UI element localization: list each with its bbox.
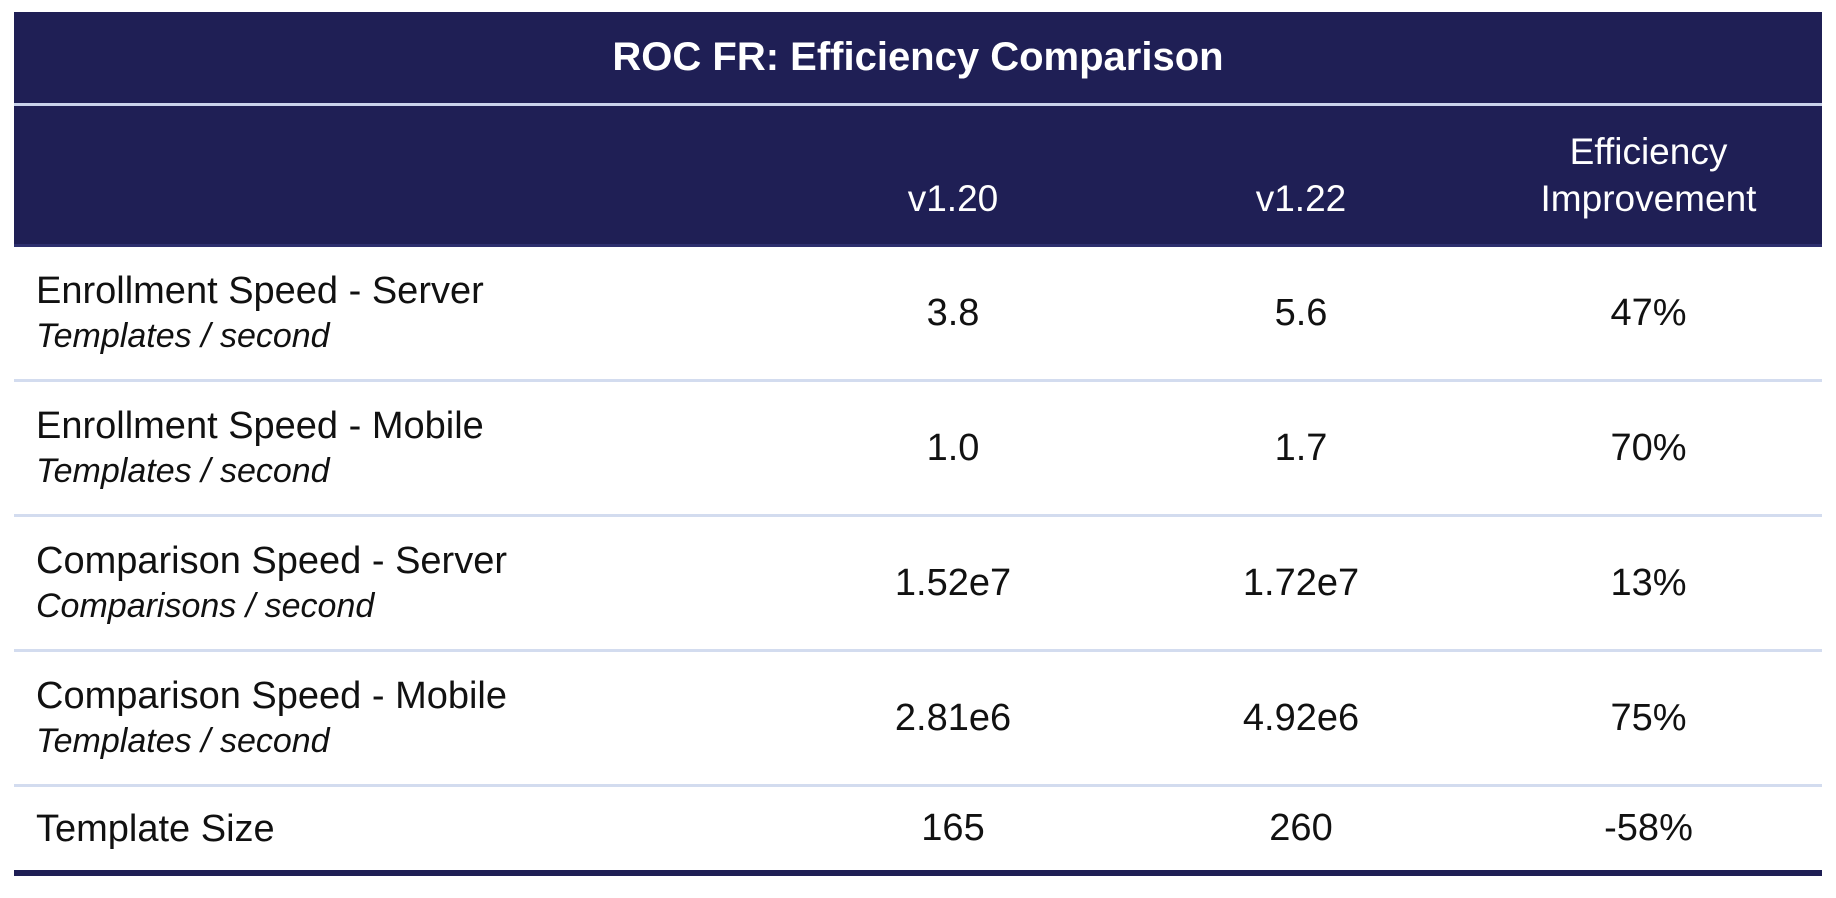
cell-v122: 1.7 bbox=[1274, 426, 1328, 469]
table-header-row: v1.20 v1.22 Efficiency Improvement bbox=[14, 106, 1822, 247]
table-row: Comparison Speed - Mobile Templates / se… bbox=[14, 652, 1822, 787]
row-label: Template Size bbox=[36, 807, 275, 850]
table-title: ROC FR: Efficiency Comparison bbox=[14, 12, 1822, 106]
cell-improvement: 70% bbox=[1610, 426, 1687, 469]
header-efficiency-improvement: Efficiency Improvement bbox=[1540, 131, 1757, 219]
cell-v122: 1.72e7 bbox=[1242, 561, 1360, 604]
header-v122: v1.22 bbox=[1255, 178, 1347, 219]
table-row: Enrollment Speed - Mobile Templates / se… bbox=[14, 382, 1822, 517]
cell-v122: 4.92e6 bbox=[1242, 696, 1360, 739]
cell-improvement: 47% bbox=[1610, 291, 1687, 334]
row-unit: Comparisons / second bbox=[36, 587, 375, 625]
cell-improvement: 75% bbox=[1610, 696, 1687, 739]
row-label-cell: Enrollment Speed - Mobile Templates / se… bbox=[14, 382, 779, 514]
row-unit: Templates / second bbox=[36, 452, 330, 490]
row-label: Enrollment Speed - Mobile bbox=[36, 405, 484, 447]
row-label: Comparison Speed - Mobile bbox=[36, 675, 508, 717]
row-unit: Templates / second bbox=[36, 722, 330, 760]
cell-v120: 1.52e7 bbox=[894, 561, 1012, 604]
table-row: Comparison Speed - Server Comparisons / … bbox=[14, 517, 1822, 652]
cell-improvement: -58% bbox=[1604, 807, 1693, 849]
cell-improvement: 13% bbox=[1610, 561, 1687, 604]
header-metric bbox=[14, 106, 779, 244]
row-unit: Templates / second bbox=[36, 317, 330, 355]
row-label-cell: Comparison Speed - Server Comparisons / … bbox=[14, 517, 779, 649]
table-row: Enrollment Speed - Server Templates / se… bbox=[14, 247, 1822, 382]
row-label-cell: Template Size bbox=[14, 787, 779, 870]
cell-v122: 260 bbox=[1269, 807, 1333, 849]
cell-v120: 2.81e6 bbox=[894, 696, 1012, 739]
table-row: Template Size 165 260 -58% bbox=[14, 787, 1822, 876]
row-label-cell: Comparison Speed - Mobile Templates / se… bbox=[14, 652, 779, 784]
cell-v120: 1.0 bbox=[926, 426, 980, 469]
row-label: Enrollment Speed - Server bbox=[36, 270, 484, 312]
row-label: Comparison Speed - Server bbox=[36, 540, 507, 582]
header-v120: v1.20 bbox=[907, 178, 999, 219]
cell-v120: 3.8 bbox=[926, 291, 980, 334]
cell-v122: 5.6 bbox=[1274, 291, 1328, 334]
cell-v120: 165 bbox=[921, 807, 985, 849]
efficiency-table: ROC FR: Efficiency Comparison v1.20 v1.2… bbox=[14, 12, 1822, 876]
row-label-cell: Enrollment Speed - Server Templates / se… bbox=[14, 247, 779, 379]
